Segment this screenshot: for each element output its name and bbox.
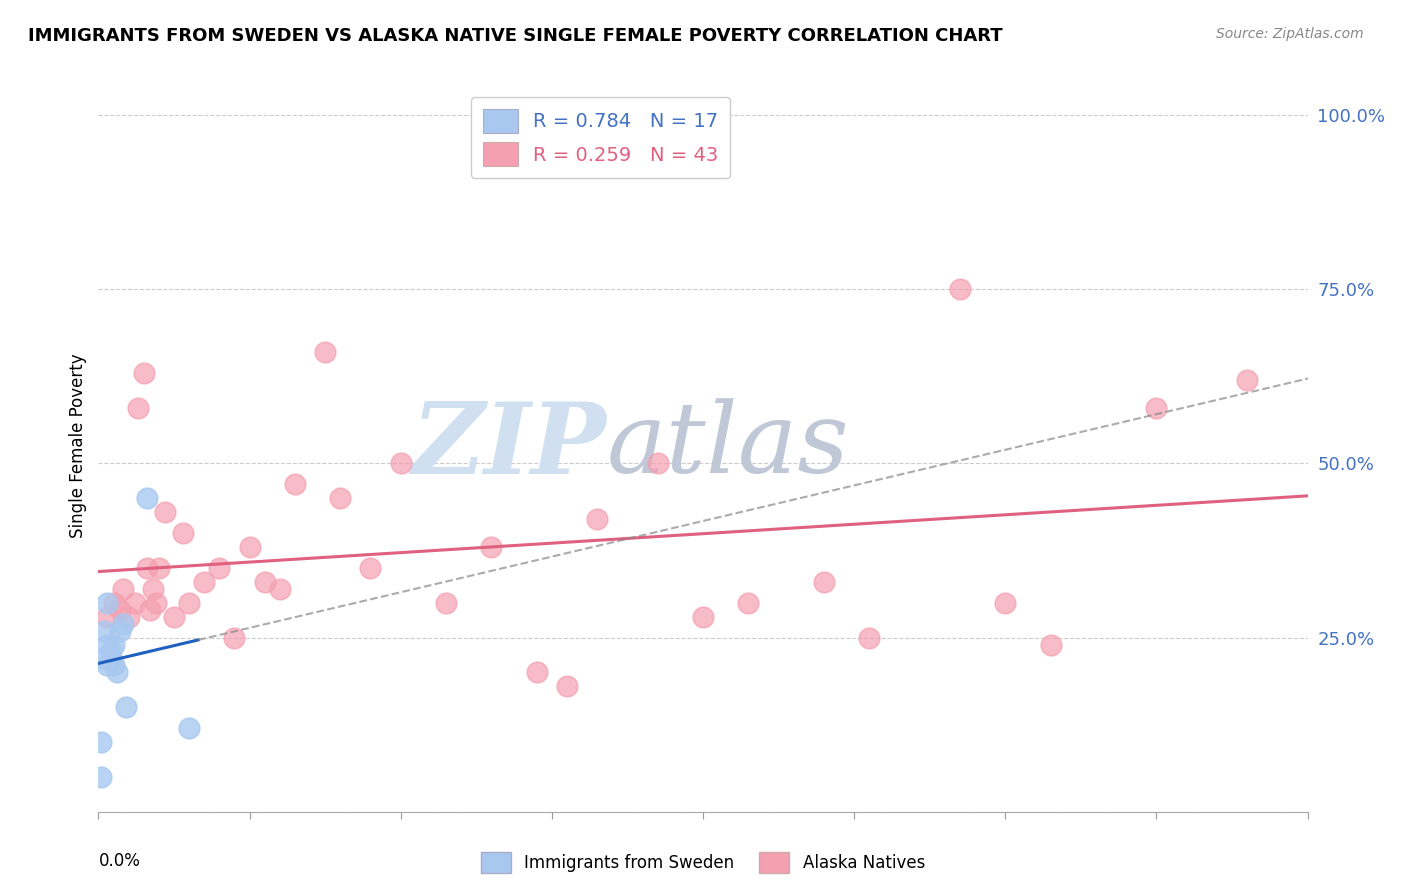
Point [103, 658, 125, 673]
Point [96, 658, 118, 673]
Point [813, 574, 835, 589]
Legend: Immigrants from Sweden, Alaska Natives: Immigrants from Sweden, Alaska Natives [474, 846, 932, 880]
Point [135, 561, 157, 575]
Point [208, 561, 231, 575]
Point [1144, 401, 1167, 415]
Point [389, 457, 412, 471]
Point [90, 735, 112, 749]
Point [314, 345, 336, 359]
Point [100, 651, 122, 665]
Point [179, 721, 201, 735]
Point [179, 596, 201, 610]
Point [1039, 638, 1062, 652]
Legend: R = 0.784   N = 17, R = 0.259   N = 43: R = 0.784 N = 17, R = 0.259 N = 43 [471, 97, 730, 178]
Text: IMMIGRANTS FROM SWEDEN VS ALASKA NATIVE SINGLE FEMALE POVERTY CORRELATION CHART: IMMIGRANTS FROM SWEDEN VS ALASKA NATIVE … [28, 27, 1002, 45]
Point [994, 596, 1017, 610]
Point [1236, 373, 1258, 387]
Point [96, 609, 118, 624]
Point [692, 609, 714, 624]
Point [103, 638, 125, 652]
Point [103, 596, 125, 610]
Point [434, 596, 457, 610]
Point [111, 582, 134, 596]
Point [127, 401, 149, 415]
Text: 0.0%: 0.0% [98, 852, 141, 870]
Point [142, 582, 165, 596]
Point [526, 665, 548, 680]
Point [586, 512, 609, 526]
Point [737, 596, 759, 610]
Point [481, 540, 503, 554]
Point [93, 651, 115, 665]
Text: atlas: atlas [606, 399, 849, 493]
Point [93, 624, 115, 638]
Point [124, 596, 146, 610]
Point [647, 457, 669, 471]
Point [949, 282, 972, 296]
Point [172, 526, 194, 541]
Point [108, 624, 131, 638]
Y-axis label: Single Female Poverty: Single Female Poverty [69, 354, 87, 538]
Point [111, 616, 134, 631]
Point [139, 603, 162, 617]
Point [269, 582, 291, 596]
Point [100, 644, 122, 658]
Point [90, 770, 112, 784]
Point [858, 631, 880, 645]
Text: Source: ZipAtlas.com: Source: ZipAtlas.com [1216, 27, 1364, 41]
Point [105, 665, 128, 680]
Point [193, 574, 215, 589]
Point [253, 574, 276, 589]
Point [163, 609, 186, 624]
Text: ZIP: ZIP [412, 398, 606, 494]
Point [96, 596, 118, 610]
Point [135, 491, 157, 506]
Point [148, 561, 170, 575]
Point [329, 491, 352, 506]
Point [360, 561, 382, 575]
Point [145, 596, 167, 610]
Point [108, 603, 131, 617]
Point [224, 631, 246, 645]
Point [114, 700, 136, 714]
Point [118, 609, 141, 624]
Point [284, 477, 307, 491]
Point [153, 505, 176, 519]
Point [239, 540, 262, 554]
Point [96, 638, 118, 652]
Point [132, 366, 155, 380]
Point [555, 679, 578, 693]
